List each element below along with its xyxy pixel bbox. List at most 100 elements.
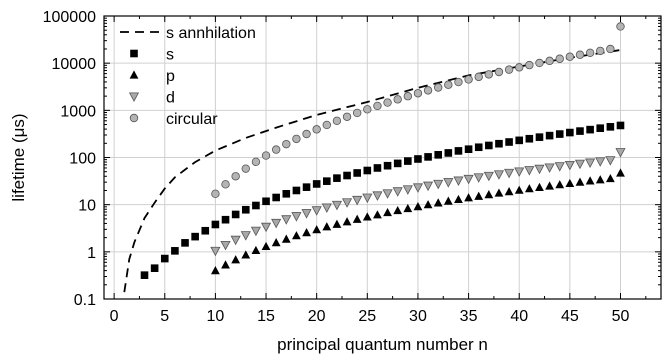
- series-p: [211, 168, 625, 275]
- data-point: [495, 139, 503, 148]
- data-point: [312, 180, 321, 188]
- data-point: [595, 157, 606, 167]
- data-point: [292, 134, 301, 144]
- data-point: [241, 250, 251, 259]
- data-point: [271, 218, 282, 229]
- data-point: [302, 228, 311, 237]
- data-point: [605, 173, 615, 183]
- data-point: [474, 191, 484, 200]
- data-point: [616, 121, 625, 130]
- data-point: [524, 166, 535, 176]
- data-point: [544, 163, 555, 173]
- data-point: [251, 157, 261, 167]
- data-point: [322, 120, 331, 130]
- data-point: [241, 164, 250, 173]
- data-point: [514, 167, 525, 177]
- data-point: [555, 180, 565, 189]
- data-point: [393, 205, 403, 215]
- data-point: [362, 193, 373, 204]
- data-point: [535, 58, 544, 68]
- data-point: [585, 48, 595, 57]
- data-point: [403, 203, 413, 213]
- y-tick-label: 10: [78, 198, 96, 215]
- y-tick-label: 1: [87, 245, 96, 262]
- data-point: [545, 181, 554, 190]
- x-tick-label: 30: [409, 308, 427, 325]
- data-point: [211, 220, 220, 229]
- data-point: [576, 127, 584, 135]
- y-tick-label: 100: [69, 151, 96, 168]
- data-point: [352, 195, 363, 206]
- data-point: [250, 226, 261, 237]
- data-point: [383, 161, 392, 170]
- data-point: [321, 203, 332, 213]
- data-point: [322, 222, 332, 231]
- legend-label: s: [166, 47, 174, 64]
- data-point: [402, 185, 413, 195]
- data-point: [524, 184, 534, 193]
- data-point: [302, 183, 311, 191]
- data-point: [545, 56, 554, 66]
- legend-label: circular: [166, 111, 218, 128]
- data-point: [545, 131, 554, 140]
- data-point: [392, 187, 403, 197]
- series-circular: [211, 22, 625, 198]
- data-point: [210, 246, 221, 257]
- data-point: [261, 241, 271, 251]
- data-point: [373, 101, 382, 111]
- data-point: [331, 200, 342, 211]
- data-point: [292, 231, 301, 240]
- data-point: [241, 205, 250, 214]
- data-point: [301, 209, 312, 219]
- data-point: [282, 189, 291, 198]
- data-point: [291, 212, 302, 222]
- data-point: [534, 164, 545, 175]
- data-point: [464, 145, 473, 153]
- data-point: [292, 186, 301, 195]
- data-point: [413, 89, 423, 98]
- data-point: [343, 171, 351, 180]
- data-point: [606, 44, 615, 54]
- data-point: [566, 128, 574, 137]
- data-point: [383, 98, 392, 107]
- data-point: [585, 158, 596, 168]
- x-axis-title: principal quantum number n: [277, 335, 488, 354]
- x-tick-label: 45: [561, 308, 579, 325]
- data-point: [373, 210, 382, 219]
- data-point: [494, 188, 504, 197]
- data-point: [333, 174, 341, 182]
- data-point: [464, 193, 473, 202]
- data-point: [312, 125, 321, 134]
- data-point: [434, 151, 442, 159]
- data-point: [302, 129, 311, 139]
- data-point: [332, 116, 342, 125]
- data-point: [596, 46, 605, 56]
- data-point: [453, 176, 464, 186]
- x-tick-label: 15: [257, 308, 275, 325]
- y-tick-label: 100000: [43, 9, 96, 26]
- data-point: [211, 189, 220, 198]
- data-point: [504, 187, 514, 196]
- data-point: [281, 234, 291, 243]
- data-point: [444, 80, 453, 89]
- data-point: [191, 232, 199, 241]
- data-point: [616, 22, 625, 31]
- data-point: [454, 147, 463, 155]
- x-tick-label: 0: [110, 308, 119, 325]
- data-point: [211, 266, 220, 275]
- data-point: [282, 139, 291, 149]
- data-point: [555, 130, 564, 138]
- data-point: [272, 193, 280, 202]
- data-point: [171, 247, 179, 255]
- grid-lines: [104, 15, 661, 300]
- data-point: [494, 67, 504, 77]
- data-point: [221, 260, 230, 269]
- data-point: [575, 50, 585, 59]
- x-tick-label: 5: [160, 308, 169, 325]
- data-point: [444, 149, 453, 157]
- data-point: [463, 174, 474, 185]
- data-point: [615, 148, 626, 158]
- data-point: [281, 215, 292, 225]
- data-point: [221, 180, 230, 189]
